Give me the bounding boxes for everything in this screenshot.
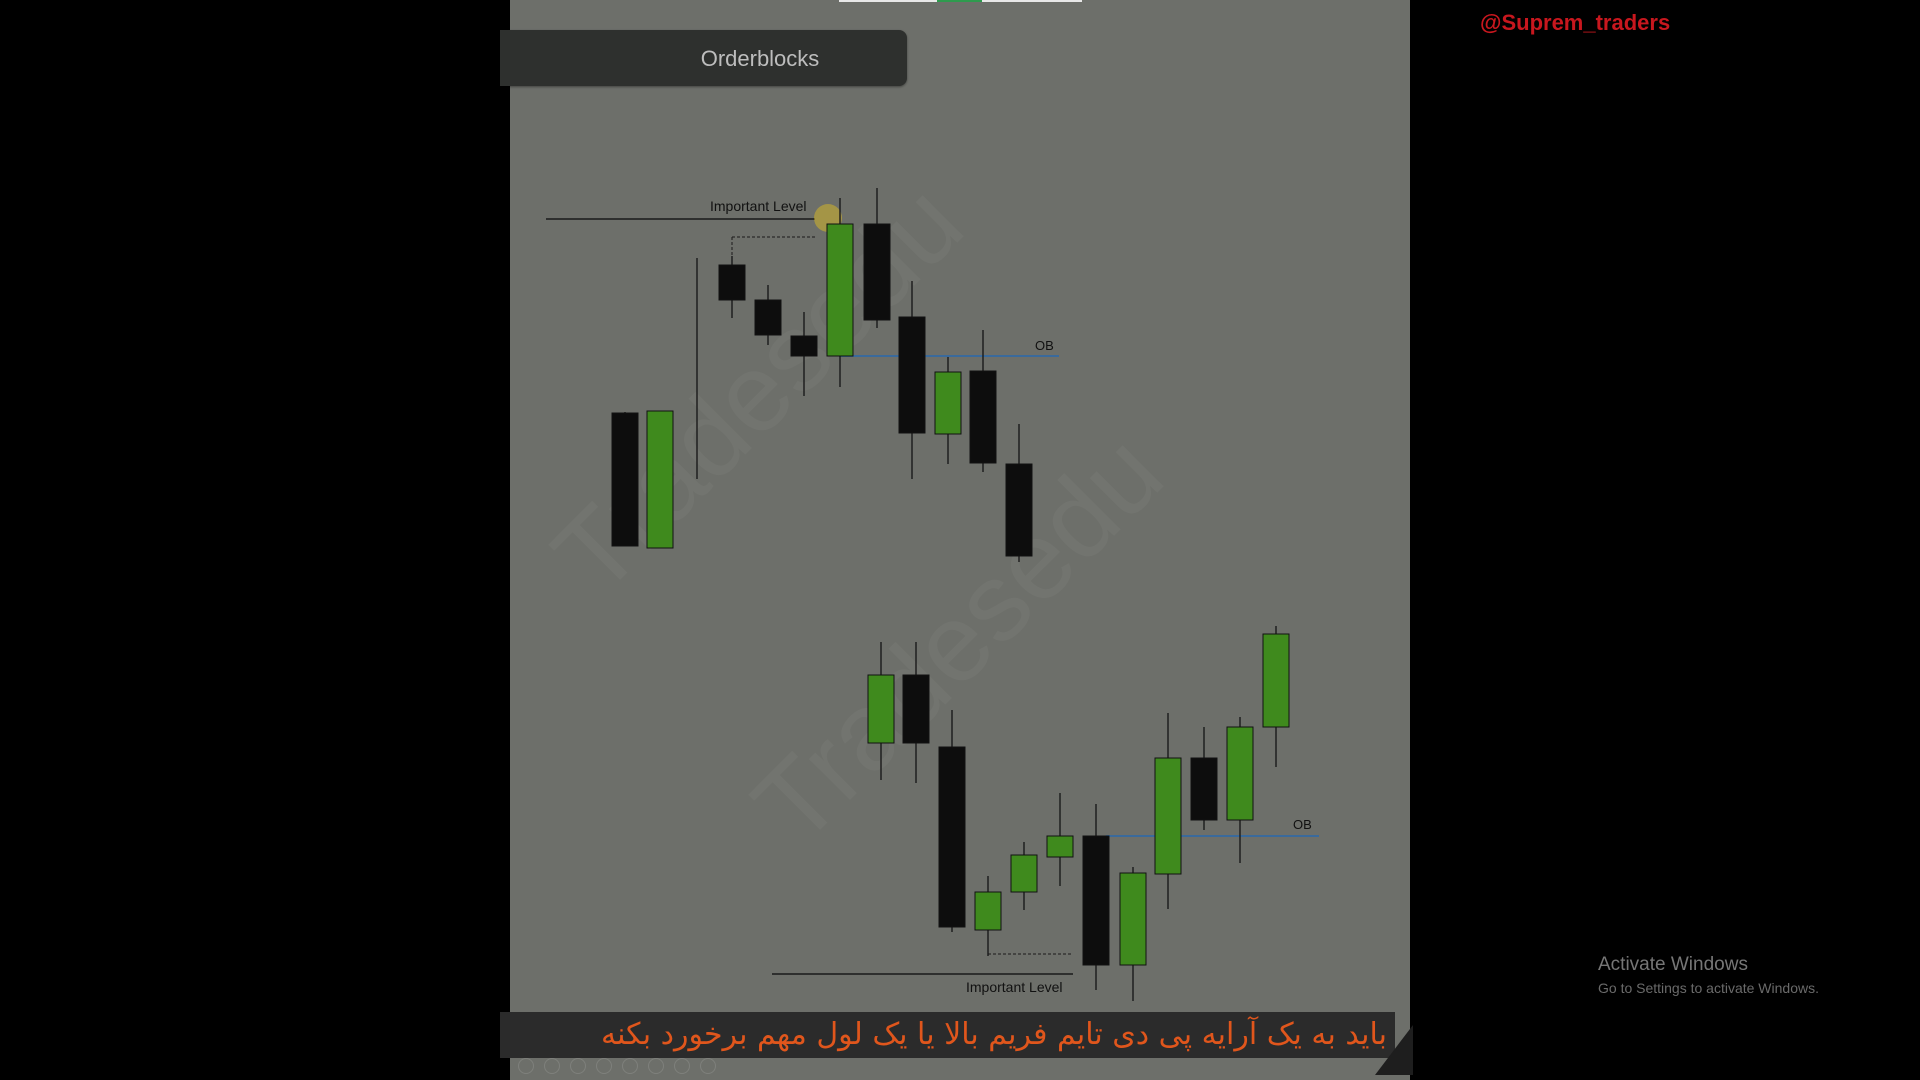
upper-candle-bear: [790, 335, 818, 357]
lower-candle-bull: [1262, 633, 1290, 728]
lower-candle-bull: [1226, 726, 1254, 821]
lower-candle-bull: [1010, 854, 1038, 893]
player-tool-icon[interactable]: [674, 1058, 690, 1074]
lower-candle-bear: [1082, 835, 1110, 966]
upper-candle-bull: [934, 371, 962, 435]
important-level-label-bottom: Important Level: [966, 979, 1063, 995]
player-tool-icon[interactable]: [544, 1058, 560, 1074]
lower-candle-bear: [902, 674, 930, 744]
upper-candle-bear: [1005, 463, 1033, 557]
slide-title: Orderblocks: [700, 46, 820, 71]
upper-candle-bear: [611, 412, 639, 547]
subtitle-bar: باید به یک آرایه پی دی تایم فریم بالا یا…: [500, 1012, 1395, 1058]
player-tool-icon[interactable]: [622, 1058, 638, 1074]
ob-label-bottom: OB: [1293, 817, 1312, 832]
slide-corner-triangle: [1375, 1025, 1413, 1075]
player-tool-icon[interactable]: [700, 1058, 716, 1074]
channel-handle: @Suprem_traders: [1480, 10, 1671, 35]
important-level-label-top: Important Level: [710, 198, 807, 214]
upper-candle-bull: [646, 410, 674, 549]
player-tool-icon[interactable]: [596, 1058, 612, 1074]
video-progress-left: [839, 0, 937, 2]
activate-windows-title: Activate Windows: [1598, 954, 1748, 975]
upper-candle-bear: [718, 264, 746, 301]
slide-title-box: Orderblocks: [500, 30, 907, 86]
player-tool-icon[interactable]: [570, 1058, 586, 1074]
upper-candle-bear: [754, 299, 782, 336]
lower-candle-bull: [1119, 872, 1147, 966]
player-toolbar: [518, 1058, 716, 1074]
video-progress-right: [982, 0, 1082, 2]
lower-candle-bear: [938, 746, 966, 928]
lower-candle-bull: [1046, 835, 1074, 858]
subtitle-text: باید به یک آرایه پی دی تایم فریم بالا یا…: [601, 1017, 1387, 1052]
lower-candle-bull: [1154, 757, 1182, 875]
upper-candle-bear: [898, 316, 926, 434]
upper-candle-bear: [863, 223, 891, 321]
video-progress-indicator: [937, 0, 982, 2]
upper-candle-bear: [969, 370, 997, 464]
activate-windows-watermark: Activate Windows Go to Settings to activ…: [1598, 954, 1819, 996]
activate-windows-subtitle: Go to Settings to activate Windows.: [1598, 980, 1819, 996]
ob-label-top: OB: [1035, 338, 1054, 353]
lower-candle-bull: [974, 891, 1002, 931]
candle-group: [611, 188, 1290, 1001]
player-tool-icon[interactable]: [518, 1058, 534, 1074]
upper-candle-bull: [826, 223, 854, 357]
lower-candle-bear: [1190, 757, 1218, 821]
lower-candle-bull: [867, 674, 895, 744]
player-tool-icon[interactable]: [648, 1058, 664, 1074]
